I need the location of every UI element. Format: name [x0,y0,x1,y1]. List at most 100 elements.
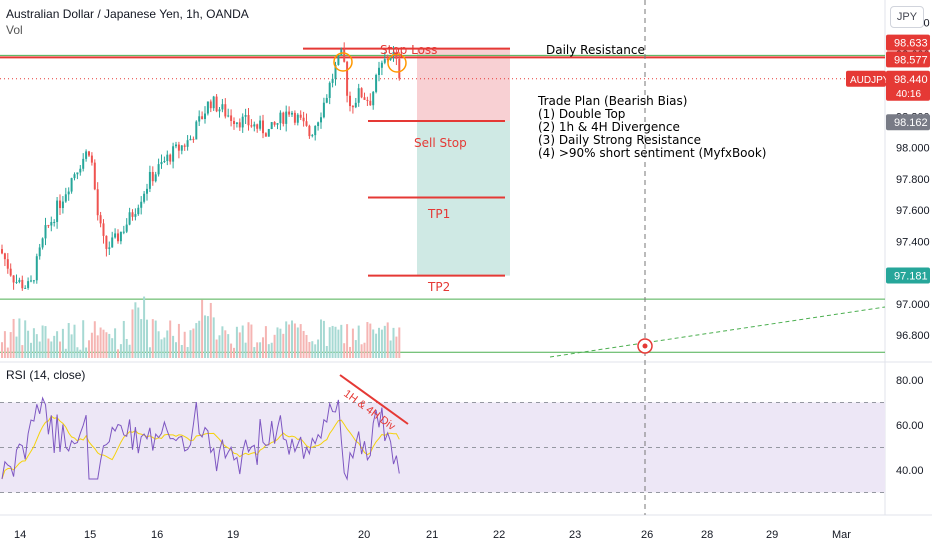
candle-body [195,121,198,140]
candle-body [386,59,389,61]
volume-bar [189,330,192,358]
candle-body [131,212,134,217]
candle-body [209,101,212,109]
price-tag-text: 98.440 [894,74,928,86]
volume-bar [180,344,183,358]
candle-body [119,231,122,242]
candle-body [99,215,102,224]
volume-bar [354,340,357,358]
rsi-line [1,396,400,481]
volume-bar [331,325,334,358]
sell-stop-label: Sell Stop [414,136,467,150]
candle-body [363,97,366,100]
volume-bar [308,341,311,358]
currency-button[interactable]: JPY [890,6,924,28]
volume-bar [282,333,285,358]
candle-body [302,117,305,122]
volume-bar [233,347,235,358]
volume-bar [157,331,160,358]
volume-bar [3,331,6,358]
candle-body [44,225,47,239]
volume-bar [206,316,209,358]
volume-bar [18,318,21,358]
candle-body [230,115,233,121]
price-tick-label: 98.000 [896,143,930,155]
time-tick-label: 15 [84,529,96,541]
volume-bar [357,325,360,358]
rsi-tick-label: 80.00 [896,375,924,387]
price-tag-tp2 [886,267,930,284]
candle-body [175,144,177,147]
candle-body [334,64,337,79]
time-tick-label: 23 [569,529,581,541]
rsi-tick-label: 40.00 [896,465,924,477]
volume-bar [53,335,56,358]
volume-bar [215,339,218,358]
candle-body [41,238,44,248]
candle-body [256,124,259,129]
volume-bar [172,335,175,358]
divergence-line [339,374,409,425]
volume-bar [166,330,169,358]
volume-bar [177,323,180,358]
stop-loss-label: Stop Loss [380,43,438,57]
candle-body [114,233,117,238]
candle-body [398,58,401,79]
volume-bar [320,319,322,358]
candle-body [293,112,296,123]
candle-body [262,120,264,134]
volume-bar [270,342,273,358]
rsi-label: RSI (14, close) [6,368,86,382]
volume-bar [160,339,163,358]
time-tick-label: 28 [701,529,713,541]
candle-body [177,144,180,151]
volume-bar [398,327,401,358]
time-tick-label: 19 [227,529,239,541]
double-top-marker [333,52,353,72]
candle-body [30,280,32,282]
volume-bar [389,340,392,358]
candle-body [67,191,70,195]
volume-bar [122,320,125,358]
candle-body [331,78,334,83]
candle-body [349,95,351,107]
volume-bar [47,338,50,358]
volume-bar [349,346,351,358]
volume-bar [64,348,67,358]
volume-bar [198,320,201,358]
rsi-tick-label: 60.00 [896,420,924,432]
candle-body [102,223,105,236]
candle-body [346,61,349,96]
volume-bar [235,326,238,358]
candle-body [169,154,172,162]
volume-bar [96,335,99,358]
volume-bar [169,320,172,358]
candle-body [253,124,256,127]
volume-bar [143,296,146,358]
loss-zone [417,48,510,121]
volume-bar [273,334,276,358]
volume-bar [317,339,320,358]
candle-body [247,115,250,126]
volume-bar [140,319,143,358]
trade-plan: Trade Plan (Bearish Bias) (1) Double Top… [538,95,767,160]
candle-body [105,235,108,249]
candle-body [241,116,244,128]
candle-body [79,168,82,173]
candle-body [221,104,224,110]
candle-body [369,100,372,106]
price-tag-text: 97.181 [894,270,928,282]
candle-body [35,256,38,281]
candle-body [47,225,50,227]
price-tick-label: 97.800 [896,174,930,186]
candle-body [325,97,328,103]
volume-bar [151,319,154,358]
volume-bar [186,347,189,358]
volume-bar [325,346,328,358]
candle-body [90,155,93,163]
volume-bar [288,324,291,358]
candle-body [360,88,363,98]
candle-body [64,194,67,202]
